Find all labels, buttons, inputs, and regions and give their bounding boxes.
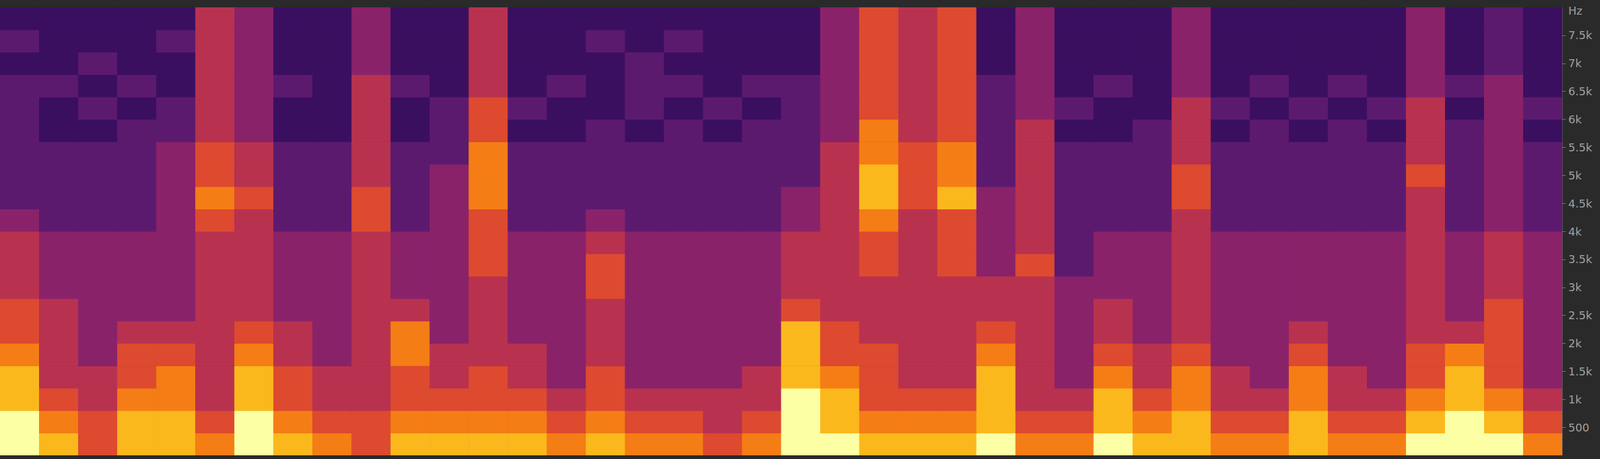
svg-text:1k: 1k (1568, 392, 1582, 406)
svg-text:2k: 2k (1568, 336, 1582, 350)
svg-text:Hz: Hz (1568, 4, 1583, 18)
svg-text:4k: 4k (1568, 225, 1582, 238)
svg-text:3k: 3k (1568, 280, 1582, 294)
svg-text:7k: 7k (1568, 56, 1582, 70)
svg-text:3.5k: 3.5k (1568, 252, 1593, 266)
svg-text:5.5k: 5.5k (1568, 140, 1593, 154)
svg-text:6.5k: 6.5k (1568, 84, 1593, 98)
svg-text:6k: 6k (1568, 112, 1582, 126)
svg-text:500: 500 (1568, 420, 1590, 434)
svg-text:7.5k: 7.5k (1568, 28, 1593, 42)
svg-text:5k: 5k (1568, 168, 1582, 182)
svg-text:2.5k: 2.5k (1568, 308, 1593, 322)
svg-text:1.5k: 1.5k (1568, 364, 1593, 378)
svg-text:4.5k: 4.5k (1568, 197, 1593, 210)
